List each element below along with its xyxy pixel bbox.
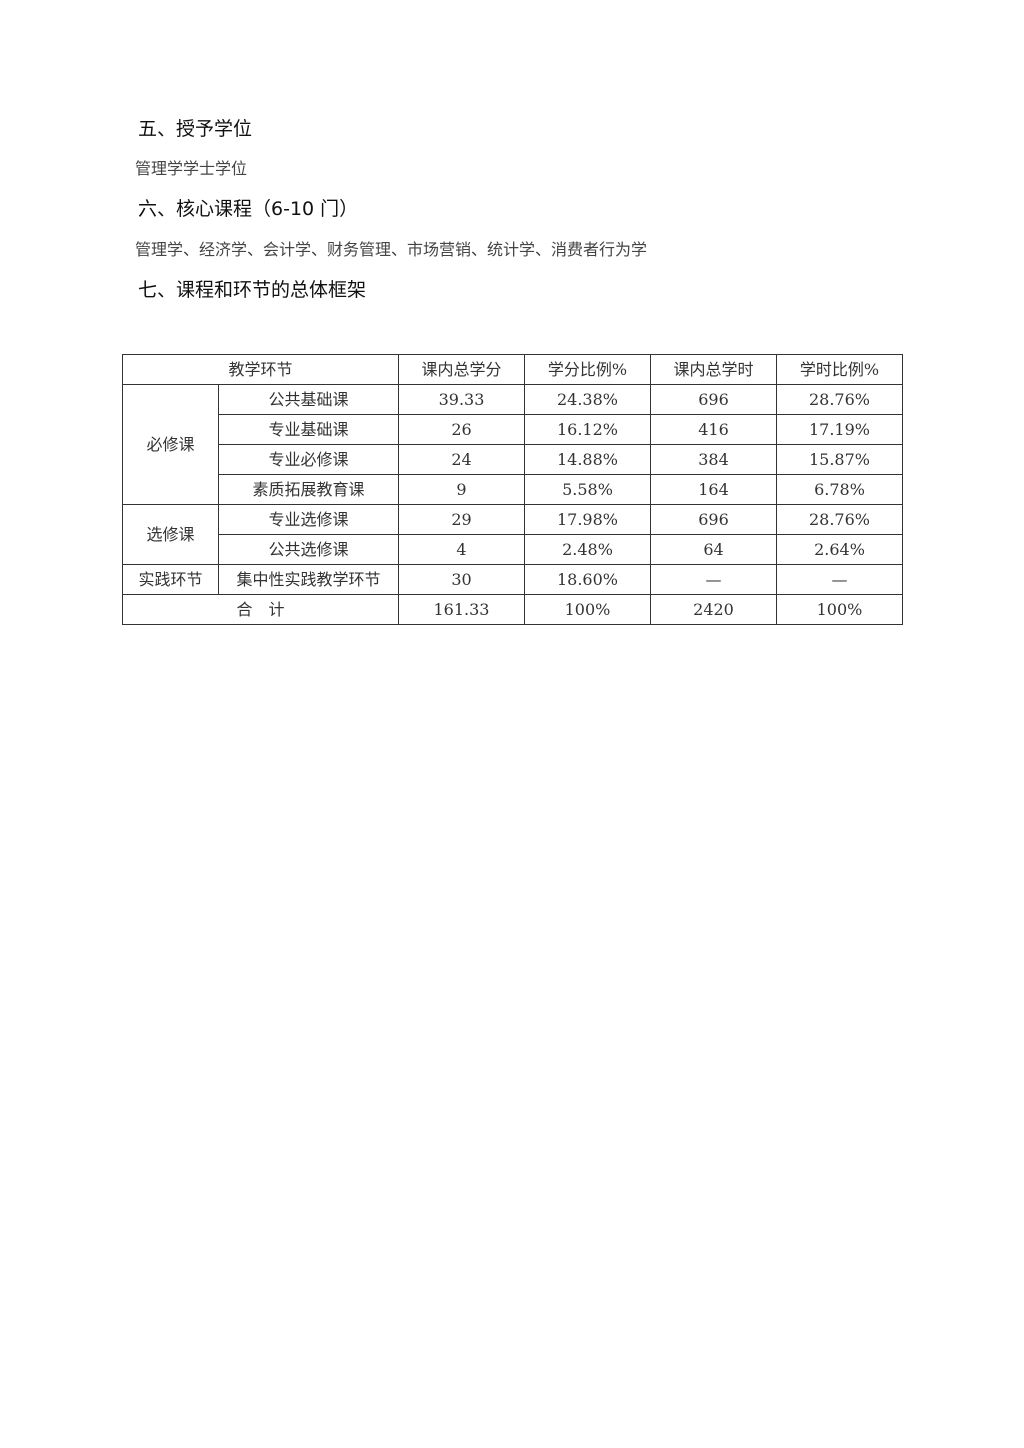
table-cell: 30: [398, 564, 525, 595]
table-cell: 素质拓展教育课: [218, 474, 399, 505]
table-cell: 416: [650, 414, 777, 445]
table-cell: 学分比例%: [524, 354, 651, 385]
table-cell: 16.12%: [524, 414, 651, 445]
table-cell: 合 计: [122, 594, 399, 625]
table-cell: 161.33: [398, 594, 525, 625]
heading-degree: 五、授予学位: [138, 118, 253, 140]
framework-table: 教学环节 课内总学分 学分比例% 课内总学时 学时比例% 必修课 公共基础课 39.33 24.…: [122, 354, 903, 625]
table-cell: 17.19%: [776, 414, 903, 445]
table-cell: 学时比例%: [776, 354, 903, 385]
table-cell: 实践环节: [122, 564, 219, 595]
table-cell: 39.33: [398, 384, 525, 415]
table-cell: 6.78%: [776, 474, 903, 505]
table-cell: 696: [650, 504, 777, 535]
table-cell: 5.58%: [524, 474, 651, 505]
table-row: 实践环节 集中性实践教学环节 30 18.60% — —: [122, 564, 903, 595]
table-cell: 选修课: [122, 504, 219, 565]
table-cell: —: [650, 564, 777, 595]
table-row: 素质拓展教育课 9 5.58% 164 6.78%: [123, 474, 903, 505]
table-cell: 集中性实践教学环节: [218, 564, 399, 595]
table-cell: 164: [650, 474, 777, 505]
table-cell: 384: [650, 444, 777, 475]
table-row: 选修课 专业选修课 29 17.98% 696 28.76%: [122, 504, 903, 565]
table-cell: 专业选修课: [218, 504, 399, 535]
heading-core-courses: 六、核心课程（6-10 门）: [138, 198, 359, 220]
table-cell: 28.76%: [776, 504, 903, 535]
table-cell: 2420: [650, 594, 777, 625]
table-cell: 100%: [776, 594, 903, 625]
table-cell: 100%: [524, 594, 651, 625]
table-cell: 2.64%: [776, 534, 903, 565]
table-cell: 4: [398, 534, 525, 565]
table-cell: —: [776, 564, 903, 595]
table-cell: 26: [398, 414, 525, 445]
table-header-row: 教学环节 课内总学分 学分比例% 课内总学时 学时比例%: [122, 354, 903, 385]
table-total-row: 合 计 161.33 100% 2420 100%: [122, 594, 903, 625]
core-courses-text: 管理学、经济学、会计学、财务管理、市场营销、统计学、消费者行为学: [135, 240, 648, 259]
table-cell: 696: [650, 384, 777, 415]
table-cell: 29: [398, 504, 525, 535]
table-cell: 公共选修课: [218, 534, 399, 565]
table-cell: 24.38%: [524, 384, 651, 415]
table-cell: 课内总学时: [650, 354, 777, 385]
table-row: 专业基础课 26 16.12% 416 17.19%: [123, 414, 903, 445]
table-cell: 公共基础课: [218, 384, 399, 415]
table-cell: 专业必修课: [218, 444, 399, 475]
table-cell: 专业基础课: [218, 414, 399, 445]
table-cell: 2.48%: [524, 534, 651, 565]
table-cell: 28.76%: [776, 384, 903, 415]
table-cell: 18.60%: [524, 564, 651, 595]
degree-text: 管理学学士学位: [135, 159, 248, 178]
table-cell: 24: [398, 444, 525, 475]
table-cell: 14.88%: [524, 444, 651, 475]
table-cell: 教学环节: [122, 354, 399, 385]
table-cell: 64: [650, 534, 777, 565]
table-cell: 15.87%: [776, 444, 903, 475]
table-cell: 课内总学分: [398, 354, 525, 385]
table-row: 必修课 公共基础课 39.33 24.38% 696 28.76%: [122, 384, 903, 505]
table-row: 专业必修课 24 14.88% 384 15.87%: [123, 444, 903, 475]
table-cell: 17.98%: [524, 504, 651, 535]
table-row: 公共选修课 4 2.48% 64 2.64%: [123, 534, 903, 565]
table-cell: 必修课: [122, 384, 219, 505]
heading-framework: 七、课程和环节的总体框架: [138, 279, 367, 301]
table-cell: 9: [398, 474, 525, 505]
